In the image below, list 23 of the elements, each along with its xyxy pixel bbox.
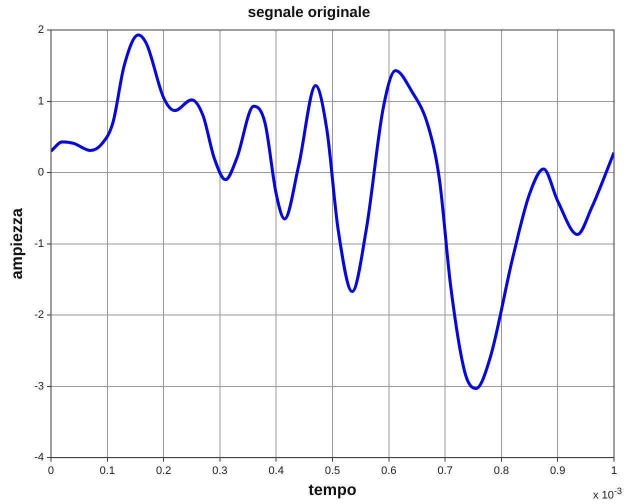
line-series <box>50 33 614 390</box>
y-tick-label: 1 <box>38 95 44 108</box>
x-tick-label: 0.6 <box>381 465 396 478</box>
x-tick-label: 0.1 <box>100 465 115 478</box>
y-tick-label: 2 <box>38 24 44 36</box>
x-tick-label: 0.9 <box>550 465 566 478</box>
y-tick-label: -2 <box>34 309 44 322</box>
x-axis-title: tempo <box>308 482 357 499</box>
y-tick-label: -1 <box>34 238 44 250</box>
y-axis-title: ampiezza <box>9 208 26 280</box>
y-tick-label: 0 <box>38 166 44 179</box>
x-tick-label: 0.3 <box>212 465 228 478</box>
chart-title: segnale originale <box>248 4 370 22</box>
y-tick-label: -3 <box>34 380 44 392</box>
x-tick-label: 0.2 <box>156 465 172 478</box>
y-tick-label: -4 <box>34 452 44 464</box>
x-tick-label: 0.7 <box>437 465 453 478</box>
x-tick-label: 0.8 <box>494 465 510 478</box>
text: x 10$^{-3}$ <box>593 486 622 502</box>
x-tick-label: 0.5 <box>324 465 340 478</box>
x-tick-label: 0.4 <box>268 465 284 478</box>
x-tick-label: 0 <box>48 465 54 478</box>
x-tick-label: 1 <box>610 465 618 478</box>
